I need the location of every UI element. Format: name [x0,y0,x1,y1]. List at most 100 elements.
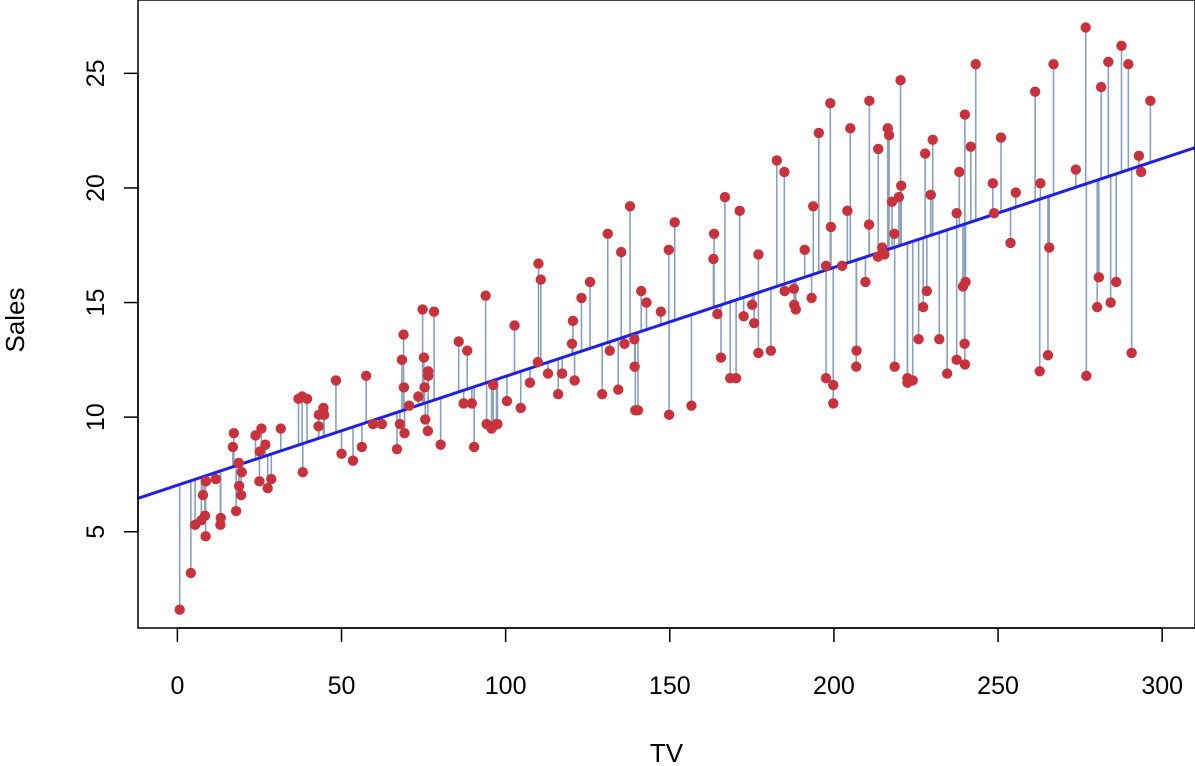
data-point [233,457,244,469]
data-point [501,395,513,407]
data-point [919,148,931,159]
data-point [492,418,503,430]
data-point [934,334,945,345]
data-point [895,75,906,86]
data-point [174,604,185,615]
data-point [413,391,424,402]
data-point [913,334,924,345]
data-point [970,58,981,70]
data-point [1080,22,1091,33]
data-point [779,285,790,297]
data-point [487,379,499,391]
data-point [921,285,933,297]
data-point [1103,56,1114,68]
data-point [995,132,1007,143]
data-point [468,441,480,453]
data-point [604,345,615,356]
data-point [275,423,286,434]
data-point [596,389,608,400]
data-point [515,402,526,414]
data-point [889,361,900,372]
data-point [1105,297,1116,308]
x-tick-label: 50 [328,672,356,700]
data-point [765,345,777,356]
data-point [987,178,998,189]
data-point [825,221,837,233]
data-points [174,22,1156,615]
data-point [1111,276,1122,288]
data-point [851,361,862,372]
y-tick-label: 25 [82,59,110,87]
data-point [820,372,832,384]
data-point [210,473,221,485]
residual-lines [178,27,1152,610]
data-point [466,398,478,409]
data-point [918,301,929,313]
data-point [509,320,520,331]
data-point [889,228,900,239]
data-point [398,382,410,393]
data-point [851,345,862,356]
data-point [738,311,749,322]
data-point [715,352,727,363]
data-point [1070,164,1082,175]
data-point [1126,347,1137,359]
data-point [669,217,680,228]
data-point [602,228,613,239]
data-point [663,244,674,256]
data-point [799,244,810,256]
data-point [301,393,313,405]
data-point [988,207,1000,219]
data-point [813,127,825,139]
data-point [746,299,758,311]
data-point [806,292,817,304]
data-point [417,304,428,315]
data-point [788,283,800,294]
data-point [200,531,211,542]
data-point [1029,86,1041,97]
y-tick-label: 15 [82,289,110,317]
data-point [418,352,430,363]
data-point [708,253,719,265]
data-point [313,421,324,432]
data-point [808,201,819,212]
data-point [556,368,568,379]
data-point [734,205,745,217]
data-point [788,299,800,311]
data-point [927,134,938,146]
data-point [893,191,905,203]
data-point [619,338,630,349]
data-point [820,260,832,272]
data-point [1133,150,1145,162]
data-point [712,308,723,320]
data-point [428,306,440,317]
data-point [336,448,347,460]
data-point [779,166,790,178]
data-point [1034,366,1045,377]
data-point [907,375,918,386]
data-point [227,441,239,453]
data-point [1081,370,1092,382]
x-axis: 0 50 100 150 200 250 300 [170,627,1183,700]
x-axis-title: TV [650,738,684,766]
data-point [1116,40,1127,52]
data-point [1042,350,1054,361]
data-point [254,476,265,487]
data-point [256,423,267,434]
data-point [1044,242,1055,253]
data-point [235,489,247,501]
data-point [394,418,406,430]
data-point [228,427,240,439]
data-point [941,368,953,379]
data-point [260,439,271,450]
data-point [542,368,554,379]
data-point [533,258,544,269]
data-point [636,285,647,297]
data-point [422,425,434,437]
x-tick-label: 100 [485,672,527,700]
y-axis: 5 10 15 20 25 [82,59,139,539]
x-tick-label: 300 [1141,672,1183,700]
data-point [825,97,836,109]
data-point [686,400,697,411]
data-point [185,567,197,579]
